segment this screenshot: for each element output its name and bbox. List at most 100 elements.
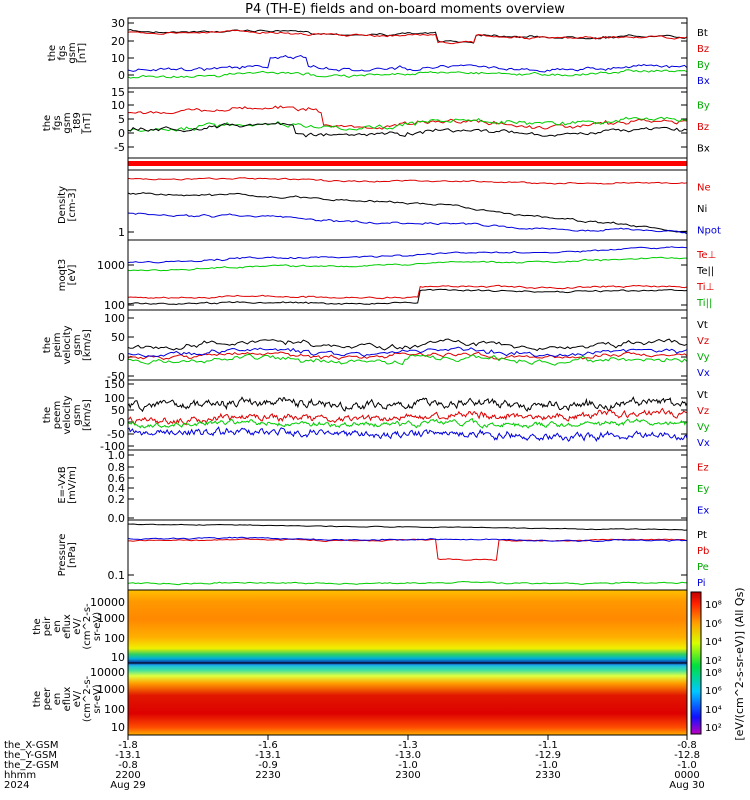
series-vt-line	[127, 396, 688, 413]
legend-entry: Ex	[697, 505, 709, 516]
ytick-label: 50	[111, 331, 125, 344]
panel-11: the peer en eflux eV/(cm^2-s-sr-eV) 10000 1000…	[32, 662, 688, 736]
ytick-label: 100	[104, 632, 125, 645]
footer-value: 2330	[535, 770, 560, 781]
panel-ylabel: E=-VxB	[57, 466, 68, 503]
panel-ylabel: the	[42, 337, 53, 353]
panel-ylabel: sr-eV)	[92, 612, 103, 641]
series-vx-line	[127, 426, 688, 442]
colorbar-label: [eV/(cm^2-s-sr-eV)] (All Qs)	[733, 587, 746, 740]
legend-entry: Bt	[697, 28, 708, 39]
ytick-label: 1.0	[108, 449, 126, 462]
panel-ylabel: [km/s]	[82, 329, 93, 361]
colorbar-tick: 10⁶	[705, 686, 722, 697]
footer-value: -12.8	[674, 750, 700, 761]
legend-entry: Pi	[697, 578, 706, 589]
legend-entry: Npot	[697, 225, 721, 236]
ytick-label: 150	[104, 378, 125, 391]
footer-value: 0000	[674, 770, 699, 781]
footer-value: -1.0	[677, 760, 697, 771]
panel-ylabel: eflux	[62, 614, 73, 639]
footer-value: 2200	[115, 770, 140, 781]
colorbar-tick: 10⁴	[705, 637, 722, 648]
series-ne-line	[127, 177, 688, 185]
legend-entry: Vx	[697, 368, 710, 379]
series-vt-line	[127, 338, 688, 352]
panel-frame-top	[127, 379, 688, 451]
panel-ylabel: [km/s]	[82, 399, 93, 431]
legend-entry: Bz	[697, 122, 709, 133]
footer-value: -1.0	[398, 760, 418, 771]
series-teperp-line	[127, 246, 688, 264]
footer-value: -1.3	[398, 740, 418, 751]
legend-entry: Pb	[697, 546, 709, 557]
legend-entry: Pe	[697, 562, 709, 573]
legend-entry: Vx	[697, 438, 710, 449]
panel-ylabel: eflux	[62, 687, 73, 712]
legend-entry: By	[697, 60, 710, 71]
panel-ylabel: (cm^2-s-	[82, 603, 93, 650]
ytick-label: 1000	[97, 259, 125, 272]
panel-6: the peim velocity gsm [km/s] 100 50 0 -50 Vt Vz Vy V…	[42, 309, 710, 383]
panel-ylabel: gsm	[72, 334, 83, 355]
status-flag-bar	[128, 161, 687, 166]
series-ni-line	[127, 192, 688, 233]
ytick-label: 10	[111, 721, 125, 734]
ytick-label: 1000	[97, 612, 125, 625]
ytick-label: 0.6	[108, 472, 126, 485]
footer-row-label: 2024	[4, 780, 29, 791]
legend-entry: Bx	[697, 76, 710, 87]
legend-entry: By	[697, 101, 710, 112]
ytick-label: 100	[104, 312, 125, 325]
footer-value: -1.6	[258, 740, 278, 751]
legend-entry: Bz	[697, 44, 709, 55]
ytick-label: 100	[104, 392, 125, 405]
panel-ylabel: peer	[42, 687, 53, 711]
series-pi-line	[127, 536, 688, 543]
ytick-label: 50	[111, 404, 125, 417]
ytick-label: 0	[118, 127, 125, 140]
ytick-label: 15	[111, 86, 125, 99]
footer-value: -0.9	[258, 760, 278, 771]
footer-value: -1.1	[538, 740, 558, 751]
footer-value: -13.1	[115, 750, 141, 761]
panel-ylabel: the	[32, 618, 43, 634]
legend-entry: Ti⊥	[696, 282, 714, 293]
footer-value: 2230	[255, 770, 280, 781]
panel-frame	[127, 519, 688, 591]
panel-ylabel: en	[52, 620, 63, 633]
panel-ylabel: the	[42, 407, 53, 423]
panel-ylabel: (cm^2-s-	[82, 675, 93, 722]
colorbar-tick: 10⁴	[705, 705, 722, 716]
series-bz-line	[127, 105, 688, 130]
panel-frame-top	[127, 519, 688, 591]
panel-ylabel: gsm	[62, 112, 73, 133]
series-tipar-line	[128, 288, 688, 306]
footer-value: -0.8	[677, 740, 697, 751]
footer-value: Aug 30	[669, 780, 704, 791]
legend-entry: Ni	[697, 204, 707, 215]
panel-ylabel: the	[47, 45, 58, 61]
colorbar-tick: 10⁸	[705, 600, 722, 611]
ytick-label: 20	[111, 35, 125, 48]
panel-ylabel: the	[42, 115, 53, 131]
panel-ylabel: [mV/m]	[67, 466, 78, 504]
ytick-label: -50	[107, 428, 125, 441]
colorbar-gradient	[690, 591, 702, 735]
panel-ylabel: fgs	[57, 45, 68, 60]
panel-ylabel: [nT]	[77, 43, 88, 63]
ytick-label: 30	[111, 17, 125, 30]
ytick-label: 10000	[90, 666, 125, 679]
ytick-label: 10	[111, 52, 125, 65]
footer-value: -1.0	[538, 760, 558, 771]
ytick-label: 5	[118, 113, 125, 126]
footer-value: -13.0	[395, 750, 421, 761]
ytick-label: 0.2	[108, 493, 126, 506]
series-tiperp-line	[127, 284, 688, 300]
series-vy-line	[127, 418, 688, 429]
panel-ylabel: velocity	[62, 325, 73, 364]
series-by-line	[127, 54, 688, 73]
panel-frame-top	[127, 309, 688, 381]
panel-ylabel: _t89	[72, 112, 83, 135]
